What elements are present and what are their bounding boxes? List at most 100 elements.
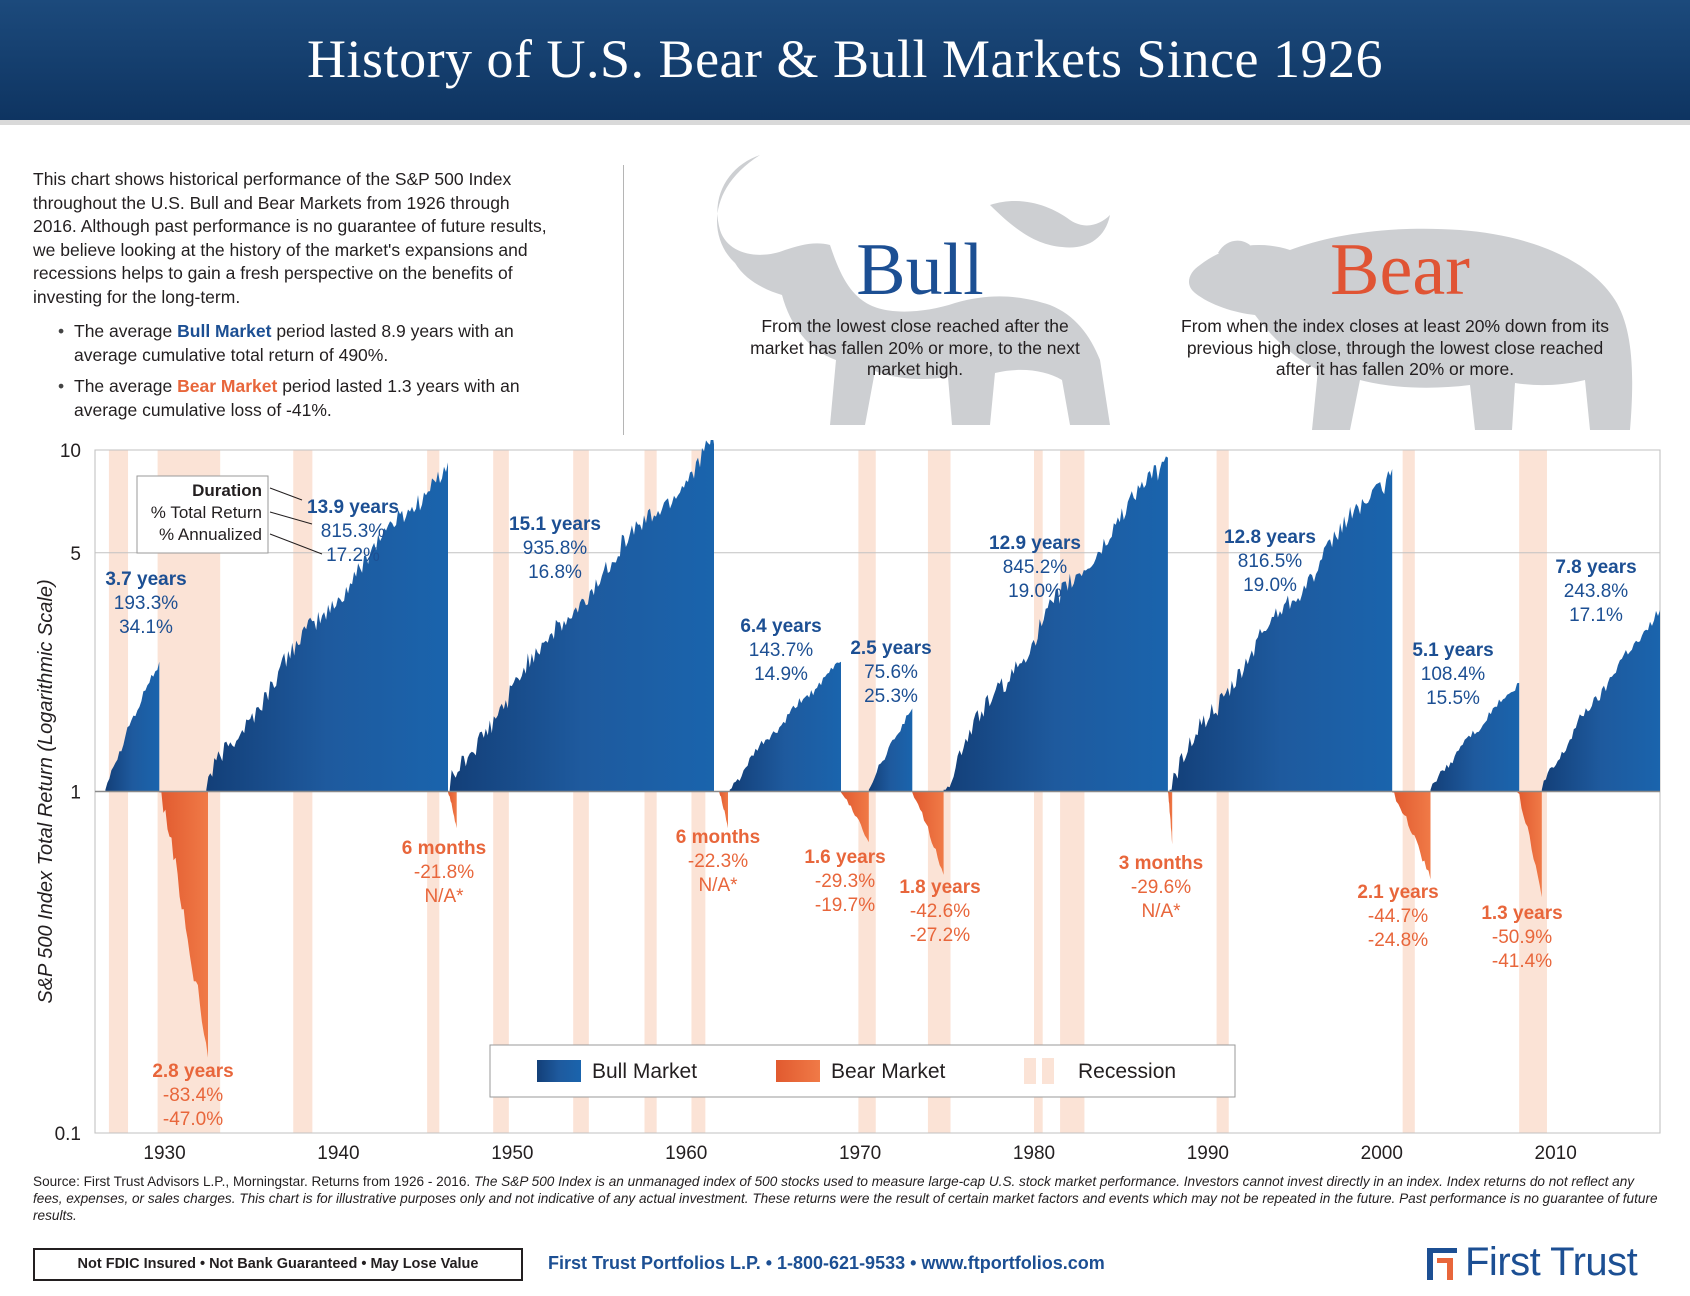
bear-label-6: 3 months -29.6% N/A*: [1119, 853, 1203, 922]
legend-recession-swatch-1: [1024, 1058, 1036, 1084]
bull-annualized: 19.0%: [1243, 575, 1297, 596]
bull-total-return: 935.8%: [523, 538, 588, 559]
key-total-return: % Total Return: [151, 503, 262, 522]
bear-label-3: 6 months -22.3% N/A*: [676, 827, 760, 896]
bear-annualized: -41.4%: [1492, 951, 1552, 972]
bull-label-4: 6.4 years 143.7% 14.9%: [740, 616, 821, 685]
bull-total-return: 143.7%: [749, 640, 814, 661]
bull-area-9: [1541, 610, 1660, 792]
bear-total-return: -42.6%: [910, 901, 970, 922]
bull-total-return: 75.6%: [864, 662, 918, 683]
contact-line: First Trust Portfolios L.P. • 1-800-621-…: [548, 1253, 1105, 1273]
bear-annualized: -24.8%: [1368, 930, 1428, 951]
bear-duration: 1.8 years: [899, 877, 980, 898]
bear-total-return: -83.4%: [163, 1085, 223, 1106]
key-box-frame: [136, 475, 269, 554]
key-annualized: % Annualized: [159, 525, 262, 544]
intro-paragraph: This chart shows historical performance …: [33, 169, 547, 307]
market-labels: 3.7 years 193.3% 34.1% 13.9 years 815.3% 17.2…: [105, 497, 1636, 1130]
bear-annualized: N/A*: [698, 875, 738, 896]
bear-duration: 6 months: [402, 838, 486, 859]
bear-market-areas: [159, 791, 1542, 1058]
x-tick-label-0: 1930: [143, 1143, 185, 1164]
key-duration: Duration: [192, 481, 262, 500]
bear-annualized: N/A*: [424, 886, 464, 907]
bull-market-areas: [105, 440, 1660, 792]
bear-heading: Bear: [1330, 229, 1470, 311]
summary-bullets: The average Bull Market period lasted 8.…: [58, 320, 578, 430]
bull-label-3: 15.1 years 935.8% 16.8%: [509, 514, 601, 583]
bear-silhouette-icon: [1188, 228, 1633, 430]
bull-annualized: 17.2%: [326, 545, 380, 566]
bull-duration: 15.1 years: [509, 514, 601, 535]
bull-label-1: 3.7 years 193.3% 34.1%: [105, 569, 186, 638]
fdic-disclaimer: Not FDIC Insured • Not Bank Guaranteed •…: [33, 1248, 523, 1281]
bear-label-7: 2.1 years -44.7% -24.8%: [1357, 882, 1438, 951]
bull-duration: 7.8 years: [1555, 557, 1636, 578]
bull-area-5: [868, 708, 913, 792]
bull-total-return: 816.5%: [1238, 551, 1303, 572]
legend-bear-label: Bear Market: [831, 1060, 946, 1083]
bear-duration: 2.1 years: [1357, 882, 1438, 903]
x-tick-label-4: 1970: [839, 1143, 881, 1164]
y-tick-label-3: 0.1: [55, 1124, 81, 1145]
bear-total-return: -50.9%: [1492, 927, 1552, 948]
bear-area-4: [841, 791, 869, 843]
bull-area-8: [1430, 682, 1520, 792]
y-tick-label-0: 10: [60, 441, 81, 462]
bull-label-7: 12.8 years 816.5% 19.0%: [1224, 527, 1316, 596]
key-pointer-3: [269, 533, 323, 555]
bear-total-return: -29.6%: [1131, 877, 1191, 898]
bull-annualized: 17.1%: [1569, 605, 1623, 626]
y-tick-label-2: 1: [70, 783, 81, 804]
bull-label-2: 13.9 years 815.3% 17.2%: [307, 497, 399, 566]
x-tick-label-8: 2010: [1535, 1143, 1577, 1164]
y-tick-label-1: 5: [70, 544, 81, 565]
legend-bear-swatch: [776, 1060, 820, 1082]
bear-total-return: -22.3%: [688, 851, 748, 872]
brand-mark-icon: [1427, 1248, 1457, 1280]
bull-market-keyword: Bull Market: [177, 321, 272, 341]
bull-average-bullet: The average Bull Market period lasted 8.…: [58, 320, 578, 367]
bear-total-return: -29.3%: [815, 871, 875, 892]
bear-duration: 1.6 years: [804, 847, 885, 868]
bear-definition: From when the index closes at least 20% …: [1181, 316, 1609, 379]
bull-area-7: [1169, 469, 1393, 792]
legend-bull-label: Bull Market: [592, 1060, 697, 1083]
bear-label-1: 2.8 years -83.4% -47.0%: [152, 1061, 233, 1130]
bear-total-return: -21.8%: [414, 862, 474, 883]
bull-annualized: 25.3%: [864, 686, 918, 707]
bull-label-6: 12.9 years 845.2% 19.0%: [989, 533, 1081, 602]
bull-duration: 12.9 years: [989, 533, 1081, 554]
bear-total-return: -44.7%: [1368, 906, 1428, 927]
bull-total-return: 845.2%: [1003, 557, 1068, 578]
header-banner: History of U.S. Bear & Bull Markets Sinc…: [0, 0, 1690, 125]
bear-duration: 6 months: [676, 827, 760, 848]
page-title: History of U.S. Bear & Bull Markets Sinc…: [307, 29, 1383, 89]
x-tick-label-3: 1960: [665, 1143, 707, 1164]
legend-bull-swatch: [537, 1060, 581, 1082]
bull-annualized: 14.9%: [754, 664, 808, 685]
brand-name: First Trust: [1465, 1240, 1638, 1284]
bear-area-6: [1167, 791, 1173, 845]
chart-legend: Bull Market Bear Market Recession: [489, 1044, 1236, 1098]
bear-label-2: 6 months -21.8% N/A*: [402, 838, 486, 907]
bear-annualized: -27.2%: [910, 925, 970, 946]
bull-label-5: 2.5 years 75.6% 25.3%: [850, 638, 931, 707]
bull-annualized: 34.1%: [119, 617, 173, 638]
bear-area-3: [719, 791, 728, 829]
bear-average-bullet: The average Bear Market period lasted 1.…: [58, 375, 578, 422]
chart-axes: 10 5 1 0.1 1930 1940 1950 1960 1970 1980 1990 2000 2…: [35, 441, 1660, 1164]
bull-area-4: [729, 661, 841, 792]
legend-recession-swatch-2: [1042, 1058, 1054, 1084]
bull-silhouette-icon: [717, 155, 1110, 425]
bear-label-8: 1.3 years -50.9% -41.4%: [1481, 903, 1562, 972]
bull-duration: 13.9 years: [307, 497, 399, 518]
bear-area-7: [1392, 791, 1431, 880]
bull-duration: 5.1 years: [1412, 640, 1493, 661]
x-tick-label-7: 2000: [1361, 1143, 1403, 1164]
bear-area-2: [448, 791, 457, 829]
bull-duration: 6.4 years: [740, 616, 821, 637]
bull-total-return: 815.3%: [321, 521, 386, 542]
key-pointer-1: [269, 487, 303, 501]
